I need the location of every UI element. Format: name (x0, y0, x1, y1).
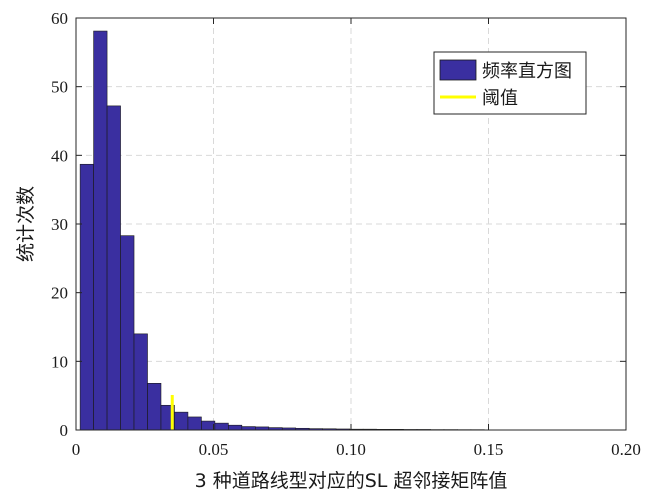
y-tick-label: 30 (51, 215, 68, 234)
legend-swatch-histogram (439, 59, 477, 81)
histogram-bar (79, 163, 94, 431)
x-tick-label: 0.05 (199, 440, 229, 459)
grid-lines (76, 18, 626, 430)
legend-box (433, 51, 587, 115)
y-tick-label: 50 (51, 78, 68, 97)
y-tick-label: 40 (51, 146, 68, 165)
histogram-bar (214, 422, 229, 431)
histogram-bar (106, 105, 121, 431)
legend-label-threshold: 阈值 (482, 88, 518, 109)
histogram-bar (120, 235, 135, 431)
legend: 频率直方图 阈值 (433, 51, 587, 115)
legend-label-histogram: 频率直方图 (482, 61, 572, 82)
histogram-bar (187, 416, 202, 431)
y-tick-label: 60 (51, 9, 68, 28)
histogram-bar (201, 420, 216, 431)
x-tick-label: 0.15 (474, 440, 504, 459)
x-axis-ticks: 0 0.05 0.10 0.15 0.20 (72, 18, 641, 459)
histogram-bar (93, 30, 108, 431)
x-axis-label: 3 种道路线型对应的SL 超邻接矩阵值 (195, 470, 508, 492)
x-tick-label: 0.10 (336, 440, 366, 459)
y-axis-label: 统计次数 (15, 186, 37, 262)
histogram-bar (228, 424, 243, 431)
y-tick-label: 20 (51, 284, 68, 303)
histogram-bar (241, 426, 256, 431)
y-axis-ticks: 0 10 20 30 40 50 60 (51, 9, 626, 440)
y-tick-label: 0 (60, 421, 69, 440)
histogram-bar (133, 333, 148, 431)
histogram-bars (79, 30, 485, 431)
x-tick-label: 0 (72, 440, 81, 459)
histogram-bar (174, 411, 189, 431)
histogram-bar (147, 383, 162, 431)
y-tick-label: 10 (51, 352, 68, 371)
x-tick-label: 0.20 (611, 440, 641, 459)
